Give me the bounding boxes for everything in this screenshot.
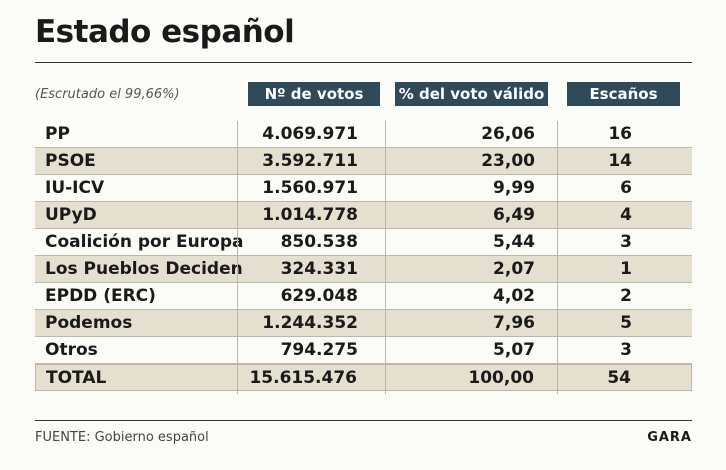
column-header: Nº de votos (248, 82, 380, 106)
table-cell: 1 (620, 259, 632, 279)
column-divider (557, 121, 558, 394)
table-cell: 5,07 (493, 340, 535, 360)
column-divider (385, 121, 386, 394)
table-row: UPyD 1.014.778 6,49 4 (35, 202, 692, 229)
source: FUENTE: Gobierno español (35, 430, 209, 445)
table-cell: 1.014.778 (262, 205, 358, 225)
table-cell: 6 (620, 178, 632, 198)
table-cell: 9,99 (493, 178, 535, 198)
table-cell: Los Pueblos Deciden (45, 259, 243, 279)
table-row: Coalición por Europa 850.538 5,44 3 (35, 229, 692, 256)
table-cell: 54 (607, 368, 631, 388)
table-cell: EPDD (ERC) (45, 286, 156, 306)
table-cell: 2 (620, 286, 632, 306)
table-cell: 4.069.971 (262, 124, 358, 144)
rule (35, 62, 692, 63)
title: Estado español (35, 14, 295, 50)
column-header: % del voto válido (395, 82, 548, 106)
table-row: IU-ICV 1.560.971 9,99 6 (35, 175, 692, 202)
table-cell: 15.615.476 (249, 368, 357, 388)
table-cell: IU-ICV (45, 178, 105, 198)
table-cell: 14 (608, 151, 632, 171)
table-cell: 629.048 (280, 286, 358, 306)
table-cell: 1.244.352 (262, 313, 358, 333)
table-cell: 3 (620, 340, 632, 360)
table-cell: 4 (620, 205, 632, 225)
table-cell: Podemos (45, 313, 133, 333)
table-cell: 2,07 (493, 259, 535, 279)
note: (Escrutado el 99,66%) (35, 87, 180, 102)
rule (35, 420, 692, 421)
table-row: PP 4.069.971 26,06 16 (35, 121, 692, 148)
table-cell: 23,00 (481, 151, 535, 171)
table-cell: 100,00 (468, 368, 534, 388)
table-row: Los Pueblos Deciden 324.331 2,07 1 (35, 256, 692, 283)
table-cell: 3 (620, 232, 632, 252)
table-cell: 5,44 (493, 232, 535, 252)
table-cell: 26,06 (481, 124, 535, 144)
table-row: Otros 794.275 5,07 3 (35, 337, 692, 364)
table-cell: 4,02 (493, 286, 535, 306)
table-cell: 324.331 (280, 259, 358, 279)
table-cell: Coalición por Europa (45, 232, 244, 252)
table-cell: 6,49 (493, 205, 535, 225)
table-cell: 1.560.971 (262, 178, 358, 198)
column-divider (237, 121, 238, 394)
table-row: Podemos 1.244.352 7,96 5 (35, 310, 692, 337)
table-cell: 3.592.711 (262, 151, 358, 171)
table-cell: 5 (620, 313, 632, 333)
table-cell: PP (45, 124, 70, 144)
table-row: TOTAL 15.615.476 100,00 54 (35, 364, 692, 391)
table-cell: 850.538 (280, 232, 358, 252)
table-cell: 7,96 (493, 313, 535, 333)
table-cell: PSOE (45, 151, 96, 171)
table-row: EPDD (ERC) 629.048 4,02 2 (35, 283, 692, 310)
brand: GARA (647, 430, 692, 445)
table-cell: 16 (608, 124, 632, 144)
table-cell: UPyD (45, 205, 97, 225)
table-cell: Otros (45, 340, 98, 360)
table-cell: 794.275 (280, 340, 358, 360)
table-row: PSOE 3.592.711 23,00 14 (35, 148, 692, 175)
table-cell: TOTAL (46, 368, 107, 388)
column-header: Escaños (567, 82, 680, 106)
